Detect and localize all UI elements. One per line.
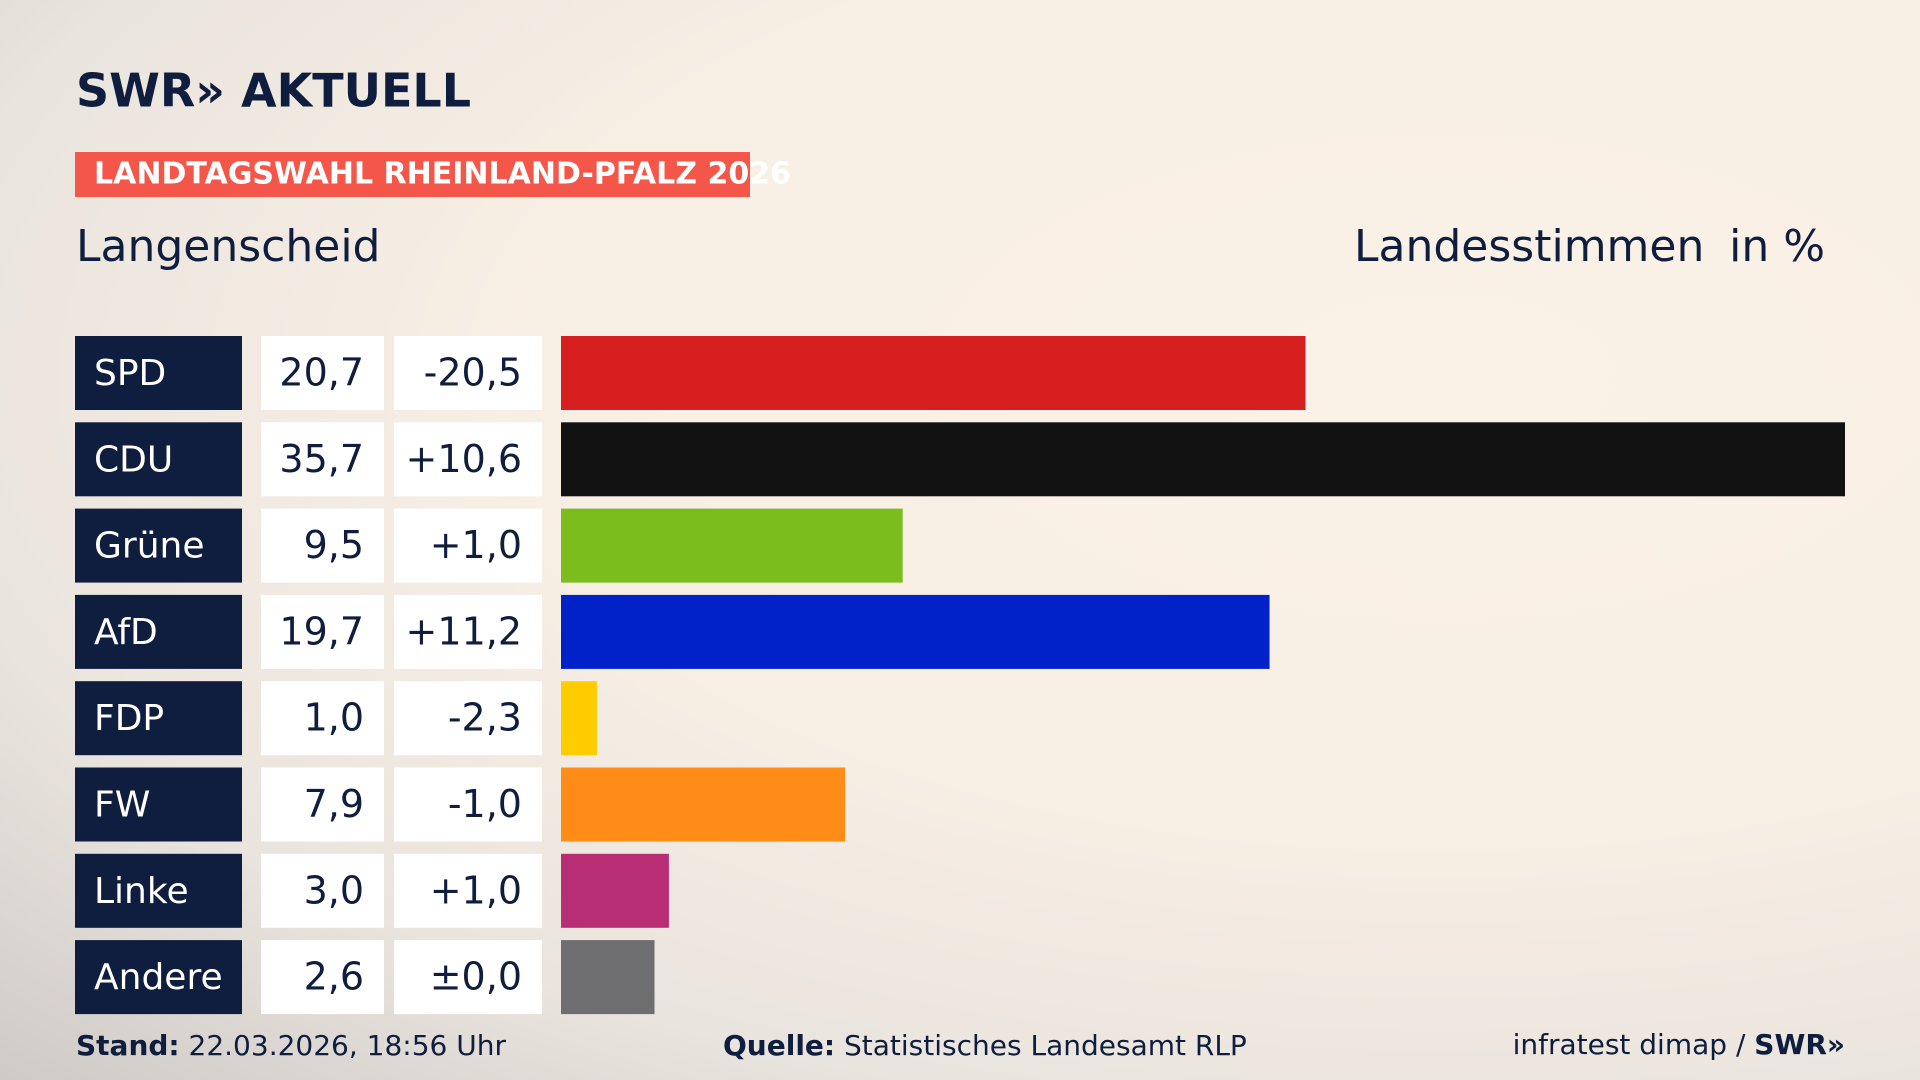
bar bbox=[561, 681, 597, 756]
change-label: -1,0 bbox=[448, 782, 522, 826]
change-label: +1,0 bbox=[430, 523, 522, 567]
party-label: AfD bbox=[94, 612, 158, 653]
bar bbox=[561, 940, 655, 1015]
value-label: 3,0 bbox=[304, 868, 364, 912]
change-box bbox=[394, 594, 542, 669]
value-label: 9,5 bbox=[304, 523, 364, 567]
party-box bbox=[75, 336, 242, 410]
change-label: +1,0 bbox=[430, 868, 522, 912]
value-box bbox=[261, 336, 384, 410]
change-label: +11,2 bbox=[406, 609, 522, 653]
footer-credit: infratest dimap / SWR» bbox=[1513, 1028, 1845, 1061]
bar bbox=[561, 508, 903, 583]
value-box bbox=[261, 853, 384, 928]
brand: SWR» bbox=[1754, 1028, 1845, 1061]
value-box bbox=[261, 508, 384, 583]
source: Statistisches Landesamt RLP bbox=[844, 1029, 1247, 1062]
value-label: 2,6 bbox=[304, 955, 364, 999]
bar bbox=[561, 594, 1270, 669]
change-box bbox=[394, 508, 542, 583]
value-box bbox=[261, 422, 384, 497]
change-box bbox=[394, 336, 542, 410]
badge: LANDTAGSWAHL RHEINLAND-PFALZ 2026 bbox=[94, 157, 791, 192]
bar bbox=[561, 336, 1306, 410]
badge-box bbox=[75, 152, 750, 197]
change-label: -2,3 bbox=[448, 696, 522, 740]
value-label: 7,9 bbox=[304, 782, 364, 826]
value-header: Landesstimmen bbox=[1354, 221, 1704, 272]
change-label: -20,5 bbox=[424, 351, 522, 395]
source-label: Quelle: bbox=[723, 1029, 835, 1062]
bar bbox=[561, 853, 669, 928]
footer-stand: Stand: 22.03.2026, 18:56 Uhr bbox=[76, 1029, 506, 1062]
value-label: 19,7 bbox=[279, 609, 364, 653]
logo: SWR» AKTUELL bbox=[76, 64, 471, 118]
party-label: CDU bbox=[94, 439, 173, 480]
party-box bbox=[75, 508, 242, 583]
value-box bbox=[261, 681, 384, 756]
value-label: 1,0 bbox=[304, 696, 364, 740]
change-label: ±0,0 bbox=[430, 955, 522, 999]
party-box bbox=[75, 681, 242, 756]
change-box bbox=[394, 681, 542, 756]
party-box bbox=[75, 940, 242, 1015]
change-box bbox=[394, 940, 542, 1015]
bar bbox=[561, 422, 1845, 497]
footer-source: Quelle: Statistisches Landesamt RLP bbox=[723, 1029, 1247, 1062]
unit: in % bbox=[1729, 221, 1825, 272]
chart-title: Langenscheid bbox=[76, 221, 380, 272]
stand-label: Stand: bbox=[76, 1029, 180, 1062]
party-label: FDP bbox=[94, 698, 164, 739]
party-box bbox=[75, 767, 242, 842]
change-box bbox=[394, 767, 542, 842]
change-box bbox=[394, 422, 542, 497]
value-box bbox=[261, 940, 384, 1015]
value-box bbox=[261, 594, 384, 669]
party-label: SPD bbox=[94, 353, 166, 394]
party-label: Linke bbox=[94, 871, 189, 912]
party-label: Andere bbox=[94, 957, 223, 998]
party-label: FW bbox=[94, 785, 150, 826]
pollster: infratest dimap / bbox=[1513, 1028, 1746, 1061]
stand: 22.03.2026, 18:56 Uhr bbox=[189, 1029, 507, 1062]
party-box bbox=[75, 853, 242, 928]
value-label: 20,7 bbox=[279, 351, 364, 395]
party-box bbox=[75, 594, 242, 669]
change-label: +10,6 bbox=[406, 437, 522, 481]
party-box bbox=[75, 422, 242, 497]
value-box bbox=[261, 767, 384, 842]
value-label: 35,7 bbox=[279, 437, 364, 481]
party-label: Grüne bbox=[94, 526, 204, 567]
change-box bbox=[394, 853, 542, 928]
bar bbox=[561, 767, 846, 842]
